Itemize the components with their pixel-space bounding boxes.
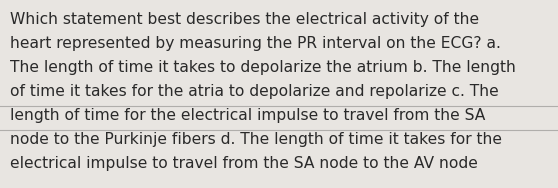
Text: Which statement best describes the electrical activity of the: Which statement best describes the elect… xyxy=(10,12,479,27)
Text: of time it takes for the atria to depolarize and repolarize c. The: of time it takes for the atria to depola… xyxy=(10,84,499,99)
Text: node to the Purkinje fibers d. The length of time it takes for the: node to the Purkinje fibers d. The lengt… xyxy=(10,132,502,147)
Text: The length of time it takes to depolarize the atrium b. The length: The length of time it takes to depolariz… xyxy=(10,60,516,75)
Text: electrical impulse to travel from the SA node to the AV node: electrical impulse to travel from the SA… xyxy=(10,156,478,171)
Text: heart represented by measuring the PR interval on the ECG? a.: heart represented by measuring the PR in… xyxy=(10,36,501,51)
Text: length of time for the electrical impulse to travel from the SA: length of time for the electrical impuls… xyxy=(10,108,485,123)
